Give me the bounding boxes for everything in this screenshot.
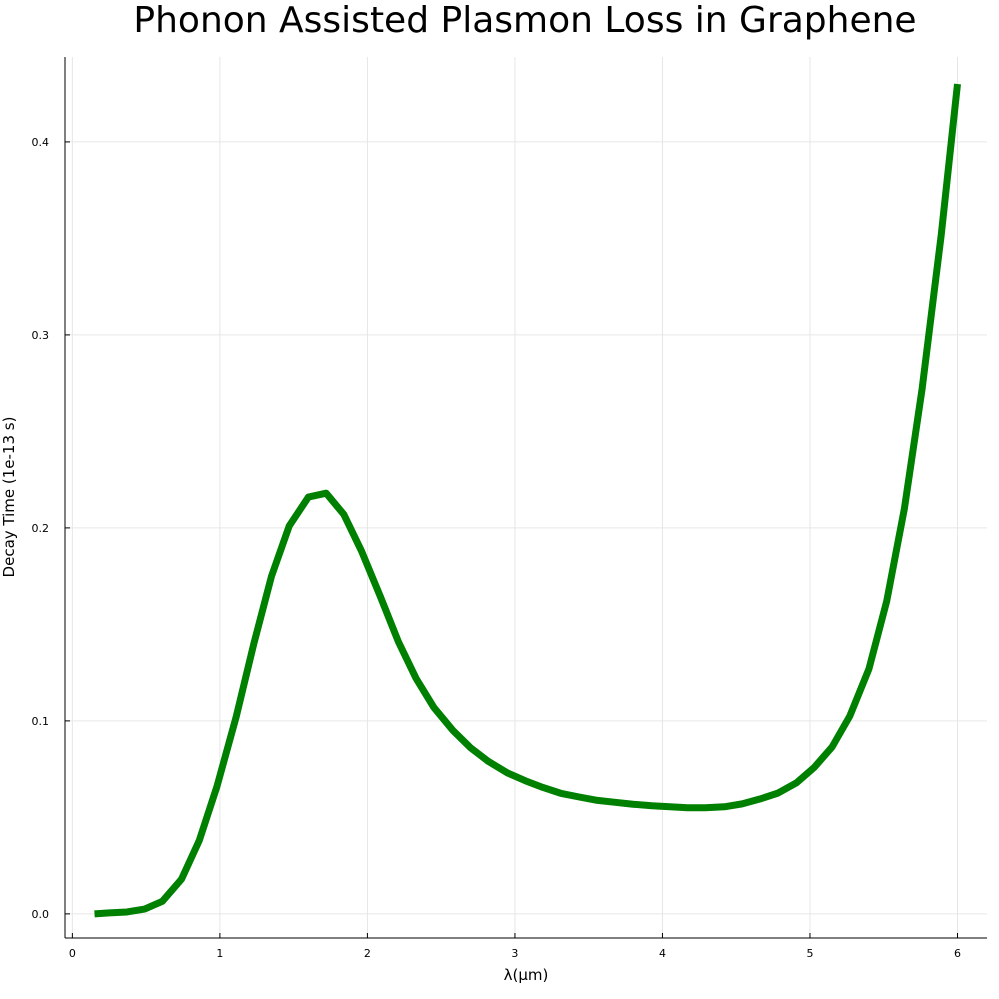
y-tick-label: 0.4 — [32, 136, 50, 149]
y-tick-label: 0.1 — [32, 715, 50, 728]
x-tick-label: 6 — [954, 947, 961, 960]
x-tick-label: 5 — [806, 947, 813, 960]
x-tick-label: 3 — [511, 947, 518, 960]
series-line — [94, 83, 961, 918]
x-tick-label: 0 — [69, 947, 76, 960]
x-tick-label: 4 — [659, 947, 666, 960]
grid — [65, 57, 987, 938]
x-tick-label: 1 — [216, 947, 223, 960]
y-tick-label: 0.0 — [32, 908, 50, 921]
y-tick-label: 0.2 — [32, 522, 50, 535]
series-group — [94, 83, 961, 918]
axes — [64, 57, 987, 939]
ticks: 0 1 2 3 4 5 6 0.0 0.1 0.2 0.3 0.4 — [32, 136, 961, 960]
y-tick-label: 0.3 — [32, 329, 50, 342]
x-tick-label: 2 — [364, 947, 371, 960]
y-axis-label: Decay Time (1e-13 s) — [0, 417, 18, 578]
x-axis-label: λ(μm) — [504, 966, 549, 984]
chart-title: Phonon Assisted Plasmon Loss in Graphene — [133, 0, 916, 41]
